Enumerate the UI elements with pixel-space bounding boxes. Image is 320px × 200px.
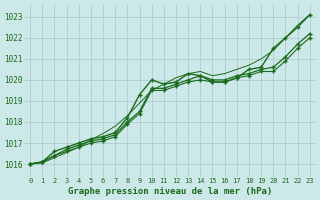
X-axis label: Graphe pression niveau de la mer (hPa): Graphe pression niveau de la mer (hPa): [68, 187, 272, 196]
